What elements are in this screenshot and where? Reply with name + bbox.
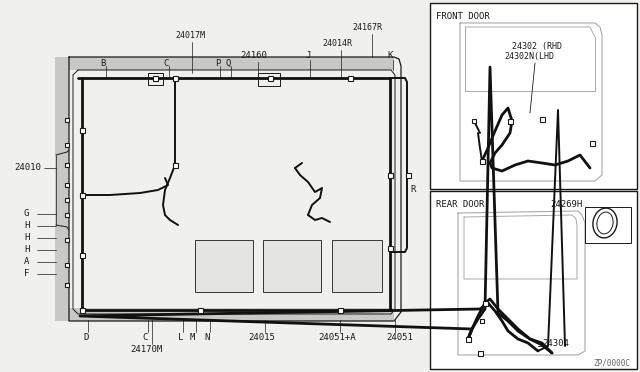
Bar xyxy=(479,158,484,164)
Bar xyxy=(65,183,69,187)
Bar xyxy=(65,238,69,242)
Bar xyxy=(508,119,513,124)
Bar xyxy=(332,240,382,292)
Bar xyxy=(152,76,157,80)
Text: A: A xyxy=(24,257,29,266)
Text: 24051+A: 24051+A xyxy=(318,334,356,343)
Text: Q: Q xyxy=(226,58,232,67)
Text: J: J xyxy=(305,51,310,60)
Text: M: M xyxy=(190,334,195,343)
Bar xyxy=(65,143,69,147)
Bar xyxy=(589,141,595,145)
Bar xyxy=(195,240,253,292)
Bar xyxy=(173,76,177,80)
Text: C: C xyxy=(163,58,168,67)
Bar xyxy=(79,128,84,132)
Bar xyxy=(268,76,273,80)
Bar xyxy=(585,207,631,243)
Bar xyxy=(472,119,476,123)
Bar xyxy=(406,173,410,177)
Text: 24015: 24015 xyxy=(248,334,275,343)
Bar xyxy=(65,198,69,202)
Bar xyxy=(258,73,280,86)
Text: 24304: 24304 xyxy=(542,339,569,347)
Text: H: H xyxy=(24,246,29,254)
Bar xyxy=(148,73,163,85)
Text: B: B xyxy=(100,58,106,67)
Bar xyxy=(79,308,84,312)
Text: N: N xyxy=(204,334,209,343)
Bar xyxy=(65,283,69,287)
Bar xyxy=(65,263,69,267)
Text: H: H xyxy=(24,221,29,231)
Text: K: K xyxy=(387,51,392,60)
Bar xyxy=(465,337,470,341)
Text: REAR DOOR: REAR DOOR xyxy=(436,200,484,209)
Bar xyxy=(55,57,69,321)
Bar xyxy=(67,308,394,321)
Bar xyxy=(477,350,483,356)
Bar xyxy=(65,163,69,167)
Bar xyxy=(540,116,545,122)
Bar xyxy=(483,301,488,305)
Text: 24010: 24010 xyxy=(14,164,41,173)
Text: 24302N(LHD: 24302N(LHD xyxy=(504,52,554,61)
Bar xyxy=(348,76,353,80)
Text: P: P xyxy=(215,58,220,67)
Bar xyxy=(337,308,342,312)
Text: 24051: 24051 xyxy=(386,334,413,343)
Bar xyxy=(65,213,69,217)
Bar xyxy=(263,240,321,292)
Text: ZP/0000C: ZP/0000C xyxy=(593,358,630,367)
Text: L: L xyxy=(178,334,184,343)
Bar xyxy=(387,173,392,177)
Text: R: R xyxy=(410,186,415,195)
Bar xyxy=(387,246,392,250)
Text: G: G xyxy=(24,209,29,218)
Text: H: H xyxy=(24,234,29,243)
Bar xyxy=(67,57,394,70)
Bar xyxy=(198,308,202,312)
Bar xyxy=(430,3,637,189)
Bar xyxy=(173,163,177,167)
Bar xyxy=(79,192,84,198)
Text: 24017M: 24017M xyxy=(175,32,205,41)
Text: F: F xyxy=(24,269,29,279)
Text: 24302 (RHD: 24302 (RHD xyxy=(512,42,562,51)
Text: 24170M: 24170M xyxy=(130,346,163,355)
Bar xyxy=(430,191,637,369)
Text: FRONT DOOR: FRONT DOOR xyxy=(436,12,490,21)
Bar xyxy=(65,118,69,122)
Text: 24160: 24160 xyxy=(240,51,267,61)
Text: 24167R: 24167R xyxy=(352,23,382,32)
Text: D: D xyxy=(83,334,88,343)
Text: C: C xyxy=(142,334,147,343)
Bar xyxy=(480,319,484,323)
Bar xyxy=(79,253,84,257)
Text: 24014R: 24014R xyxy=(322,39,352,48)
Text: 24269H: 24269H xyxy=(550,200,582,209)
